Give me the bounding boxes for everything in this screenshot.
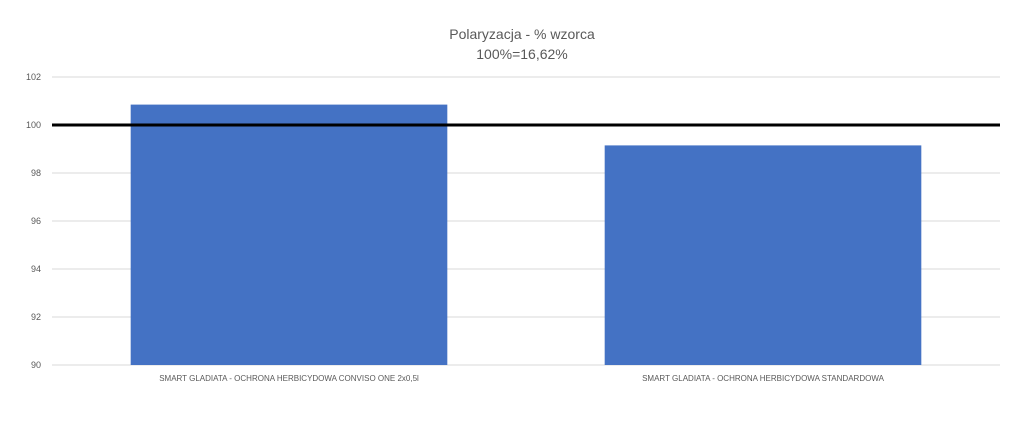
y-tick-label: 94	[31, 264, 41, 274]
bar	[604, 145, 922, 365]
x-category-label: SMART GLADIATA - OCHRONA HERBICYDOWA CON…	[159, 374, 419, 383]
x-axis-labels: SMART GLADIATA - OCHRONA HERBICYDOWA CON…	[159, 374, 884, 383]
bars	[130, 104, 922, 365]
y-axis-ticks: 90 92 94 96 98 100 102	[26, 72, 41, 370]
chart-title-text: Polaryzacja - % wzorca	[449, 26, 595, 42]
chart-subtitle-text: 100%=16,62%	[476, 46, 567, 62]
y-tick-label: 100	[26, 120, 41, 130]
y-tick-label: 98	[31, 168, 41, 178]
y-tick-label: 102	[26, 72, 41, 82]
bar	[130, 104, 448, 365]
y-tick-label: 92	[31, 312, 41, 322]
chart-title: Polaryzacja - % wzorca 100%=16,62%	[449, 26, 595, 62]
y-tick-label: 96	[31, 216, 41, 226]
x-category-label: SMART GLADIATA - OCHRONA HERBICYDOWA STA…	[642, 374, 884, 383]
y-tick-label: 90	[31, 360, 41, 370]
